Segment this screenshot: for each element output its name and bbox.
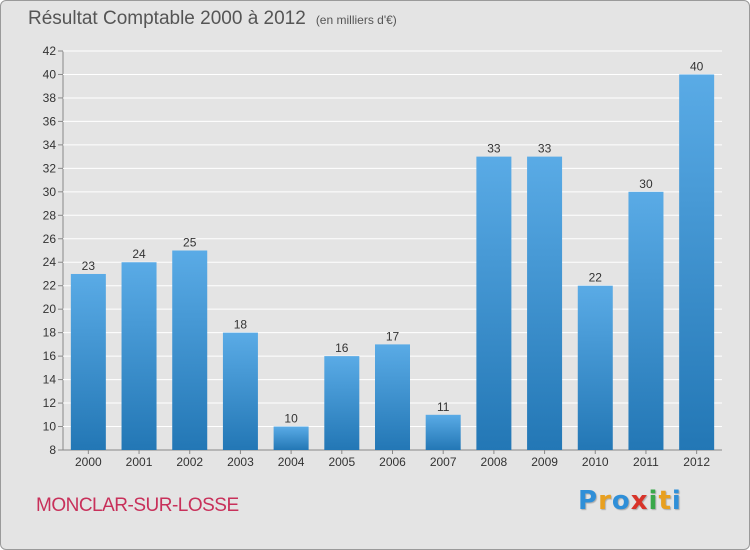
x-tick-label-2004: 2004 xyxy=(278,455,305,469)
logo-letter: i xyxy=(671,486,682,516)
data-label-2012: 40 xyxy=(690,59,704,73)
bars: 23 24 25 18 10 16 17 11 33 33 22 30 40 xyxy=(70,59,715,451)
x-tick-label-2007: 2007 xyxy=(430,455,457,469)
y-tick-label: 32 xyxy=(43,161,57,175)
x-tick-label-2003: 2003 xyxy=(227,455,254,469)
y-tick-label: 30 xyxy=(43,185,57,199)
logo-letter: P xyxy=(578,486,599,516)
y-tick-label: 26 xyxy=(43,232,57,246)
y-tick-label: 42 xyxy=(43,44,57,58)
x-tick-label-2011: 2011 xyxy=(633,455,659,469)
proxiti-logo: Proxiti xyxy=(578,486,682,516)
data-label-2000: 23 xyxy=(82,259,96,273)
data-label-2002: 25 xyxy=(183,236,197,250)
data-label-2011: 30 xyxy=(639,177,653,191)
logo-letter: x xyxy=(630,486,649,516)
x-tick-label-2001: 2001 xyxy=(126,455,153,469)
x-tick-label-2006: 2006 xyxy=(379,455,406,469)
y-tick-label: 16 xyxy=(43,349,57,363)
bar-2011 xyxy=(628,191,664,450)
y-tick-label: 34 xyxy=(43,138,57,152)
bar-2001 xyxy=(121,262,157,450)
y-tick-label: 28 xyxy=(43,208,57,222)
x-tick-label-2008: 2008 xyxy=(481,455,508,469)
bar-2002 xyxy=(172,250,208,450)
x-tick-label-2010: 2010 xyxy=(582,455,609,469)
y-tick-label: 24 xyxy=(43,255,57,269)
x-tick-label-2002: 2002 xyxy=(176,455,203,469)
y-tick-label: 40 xyxy=(43,67,57,81)
x-tick-label-2005: 2005 xyxy=(328,455,355,469)
y-axis: 8 10 12 14 16 18 20 22 24 26 28 30 32 34 36 38 40 42 xyxy=(43,44,63,457)
x-tick-label-2012: 2012 xyxy=(683,455,710,469)
data-label-2010: 22 xyxy=(589,271,603,285)
bar-2010 xyxy=(577,285,613,450)
logo-letter: o xyxy=(611,486,631,516)
x-axis: 2000 2001 2002 2003 2004 2005 2006 2007 2008 2009… xyxy=(75,450,710,469)
bar-2007 xyxy=(425,414,461,450)
chart-subtitle: (en milliers d'€) xyxy=(315,13,397,27)
data-label-2003: 18 xyxy=(234,318,248,332)
bar-2006 xyxy=(375,344,410,450)
y-tick-label: 12 xyxy=(43,396,57,410)
y-tick-label: 38 xyxy=(43,91,57,105)
logo-letter: t xyxy=(658,486,672,516)
y-tick-label: 8 xyxy=(49,443,56,457)
chart-title: Résultat Comptable 2000 à 2012 (en millie… xyxy=(28,8,397,30)
chart-title-text: Résultat Comptable 2000 à 2012 xyxy=(28,8,306,29)
bar-2008 xyxy=(476,156,512,450)
bar-2000 xyxy=(70,273,106,450)
bar-2005 xyxy=(324,356,360,450)
x-tick-label-2000: 2000 xyxy=(75,455,102,469)
data-label-2006: 17 xyxy=(386,329,400,343)
commune-name: MONCLAR-SUR-LOSSE xyxy=(36,495,239,516)
logo-letter: r xyxy=(598,486,612,516)
y-tick-label: 14 xyxy=(43,373,57,387)
bar-2009 xyxy=(527,156,563,450)
y-tick-label: 22 xyxy=(43,279,57,293)
y-tick-label: 18 xyxy=(43,326,57,340)
y-tick-label: 10 xyxy=(43,420,57,434)
bar-2004 xyxy=(273,426,309,450)
logo-letter: i xyxy=(648,486,659,516)
y-tick-label: 36 xyxy=(43,114,57,128)
data-label-2008: 33 xyxy=(487,142,501,156)
bar-2003 xyxy=(222,332,258,450)
x-tick-label-2009: 2009 xyxy=(531,455,558,469)
data-label-2009: 33 xyxy=(538,142,552,156)
data-label-2001: 24 xyxy=(132,247,146,261)
y-tick-label: 20 xyxy=(43,302,57,316)
bar-2012 xyxy=(679,74,715,451)
data-label-2004: 10 xyxy=(284,412,298,426)
data-label-2005: 16 xyxy=(335,341,349,355)
data-label-2007: 11 xyxy=(437,400,450,414)
